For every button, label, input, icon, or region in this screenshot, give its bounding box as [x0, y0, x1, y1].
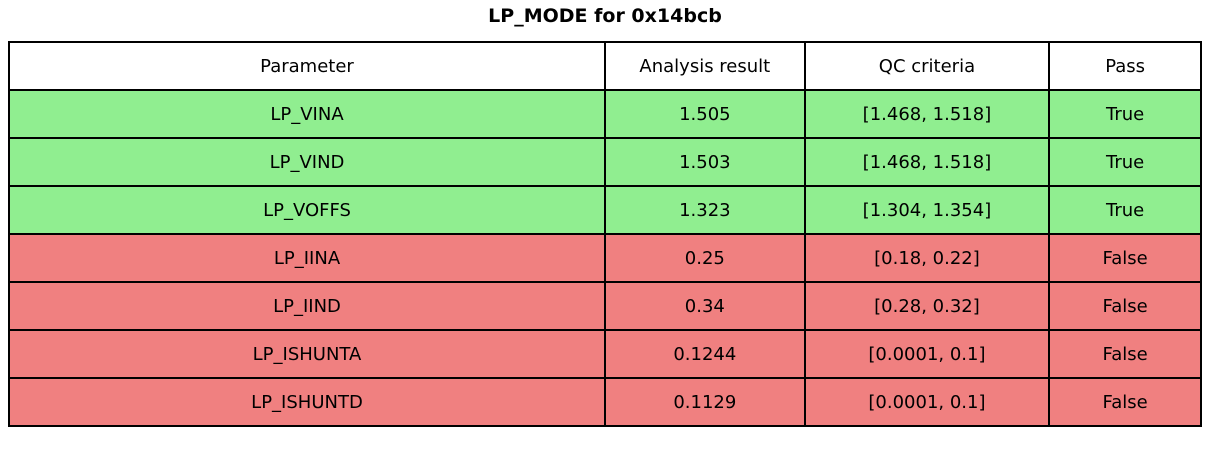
- parameter-cell: LP_ISHUNTD: [8, 377, 606, 427]
- qc-criteria-cell: [0.0001, 0.1]: [803, 329, 1051, 379]
- analysis-result-cell: 0.34: [604, 281, 806, 331]
- pass-cell: True: [1048, 89, 1202, 139]
- parameter-cell: LP_IINA: [8, 233, 606, 283]
- pass-cell: False: [1048, 281, 1202, 331]
- qc-criteria-cell: [0.0001, 0.1]: [803, 377, 1051, 427]
- chart-title: LP_MODE for 0x14bcb: [488, 5, 722, 27]
- column-header-parameter: Parameter: [8, 41, 606, 91]
- qc-criteria-cell: [0.28, 0.32]: [803, 281, 1051, 331]
- analysis-result-cell: 0.1244: [604, 329, 806, 379]
- pass-cell: False: [1048, 233, 1202, 283]
- qc-criteria-cell: [1.304, 1.354]: [803, 185, 1051, 235]
- parameter-cell: LP_ISHUNTA: [8, 329, 606, 379]
- qc-criteria-cell: [1.468, 1.518]: [803, 137, 1051, 187]
- table-row: LP_ISHUNTD 0.1129 [0.0001, 0.1] False: [8, 377, 1202, 427]
- analysis-result-cell: 1.505: [604, 89, 806, 139]
- qc-criteria-cell: [0.18, 0.22]: [803, 233, 1051, 283]
- table-body: LP_VINA 1.505 [1.468, 1.518] True LP_VIND 1.5…: [8, 89, 1202, 427]
- pass-cell: False: [1048, 377, 1202, 427]
- analysis-result-cell: 0.1129: [604, 377, 806, 427]
- column-header-qc-criteria: QC criteria: [803, 41, 1051, 91]
- table-row: LP_VINA 1.505 [1.468, 1.518] True: [8, 89, 1202, 139]
- parameter-cell: LP_IIND: [8, 281, 606, 331]
- parameter-cell: LP_VIND: [8, 137, 606, 187]
- table-row: LP_VOFFS 1.323 [1.304, 1.354] True: [8, 185, 1202, 235]
- analysis-result-cell: 1.323: [604, 185, 806, 235]
- table-row: LP_ISHUNTA 0.1244 [0.0001, 0.1] False: [8, 329, 1202, 379]
- column-header-analysis-result: Analysis result: [604, 41, 806, 91]
- table-header: Parameter Analysis result QC criteria Pa…: [8, 41, 1202, 91]
- qc-criteria-cell: [1.468, 1.518]: [803, 89, 1051, 139]
- table-row: LP_IIND 0.34 [0.28, 0.32] False: [8, 281, 1202, 331]
- table-row: LP_IINA 0.25 [0.18, 0.22] False: [8, 233, 1202, 283]
- column-header-pass: Pass: [1048, 41, 1202, 91]
- analysis-result-cell: 1.503: [604, 137, 806, 187]
- pass-cell: False: [1048, 329, 1202, 379]
- analysis-result-cell: 0.25: [604, 233, 806, 283]
- table-row: LP_VIND 1.503 [1.468, 1.518] True: [8, 137, 1202, 187]
- header-row: Parameter Analysis result QC criteria Pa…: [8, 41, 1202, 91]
- pass-cell: True: [1048, 137, 1202, 187]
- pass-cell: True: [1048, 185, 1202, 235]
- parameter-cell: LP_VINA: [8, 89, 606, 139]
- parameter-cell: LP_VOFFS: [8, 185, 606, 235]
- qc-results-table: Parameter Analysis result QC criteria Pa…: [8, 41, 1202, 427]
